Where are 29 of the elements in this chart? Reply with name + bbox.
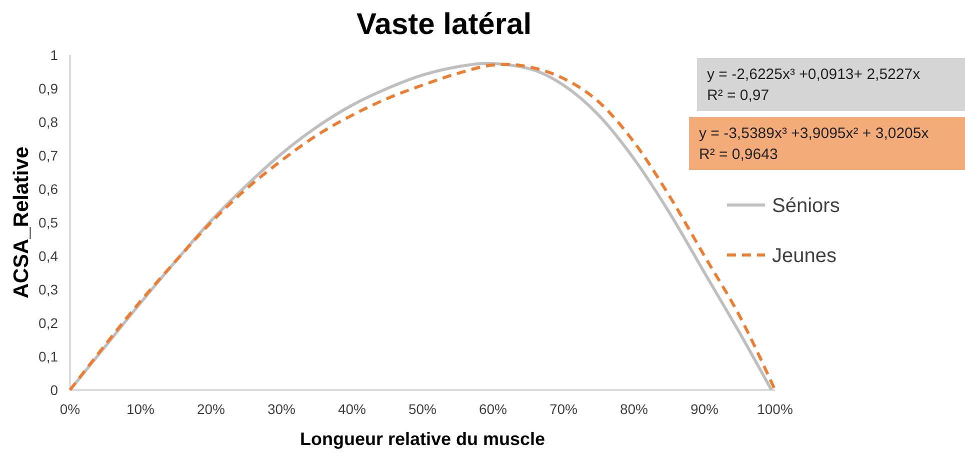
y-tick-label: 0,7	[38, 147, 58, 164]
y-tick-label: 0,3	[38, 281, 58, 298]
y-tick-label: 0,8	[38, 114, 58, 130]
y-tick-label: 0,4	[38, 248, 58, 264]
x-tick-label: 50%	[408, 401, 437, 417]
y-tick-label: 0,1	[38, 348, 58, 364]
y-tick-label: 1	[50, 46, 58, 63]
y-tick-label: 0	[50, 382, 58, 398]
annotation: y = -2,6225x³ +0,0913+ 2,5227x R² = 0,97	[707, 66, 921, 104]
legend-label: Séniors	[772, 195, 840, 217]
x-tick-label: 100%	[757, 401, 793, 417]
y-tick-label: 0,2	[38, 314, 58, 331]
x-axis-title: Longueur relative du muscle	[300, 429, 546, 449]
y-tick-label: 0,6	[38, 180, 58, 197]
x-tick-label: 80%	[620, 401, 648, 417]
legend-label: Jeunes	[772, 245, 836, 267]
x-tick-label: 30%	[267, 401, 296, 417]
y-axis-title: ACSA_Relative	[10, 146, 33, 298]
y-tick-label: 0,9	[38, 80, 58, 96]
x-tick-label: 90%	[690, 401, 719, 417]
x-tick-label: 40%	[338, 401, 366, 417]
annotation: y = -3,5389x³ +3,9095x² + 3,0205x R² = 0,9643	[699, 125, 930, 163]
x-tick-label: 10%	[126, 401, 155, 417]
x-tick-label: 60%	[478, 401, 508, 417]
x-tick-label: 0%	[60, 401, 80, 417]
x-tick-label: 20%	[196, 401, 226, 417]
chart-title: Vaste latéral	[356, 8, 532, 41]
y-tick-label: 0,5	[38, 214, 58, 230]
x-tick-label: 70%	[549, 401, 578, 417]
